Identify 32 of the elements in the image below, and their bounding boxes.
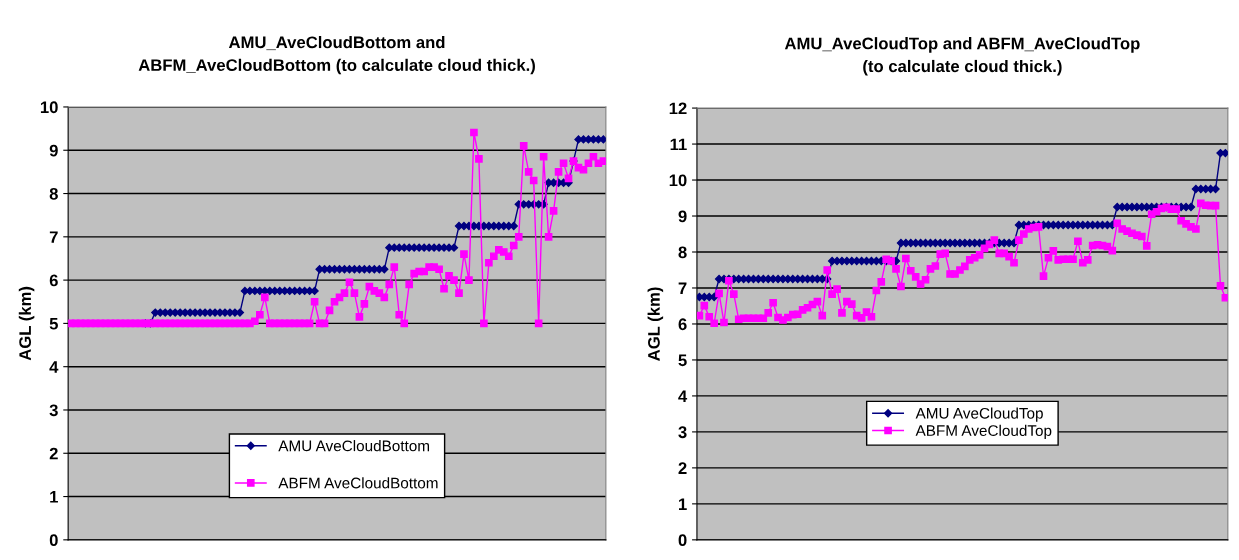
y-tick-label: 7 (678, 282, 687, 295)
legend-label: AMU AveCloudBottom (278, 440, 430, 452)
y-tick-label: 10 (669, 174, 687, 187)
y-tick-label: 6 (49, 274, 58, 287)
y-tick-label: 12 (669, 102, 687, 115)
y-tick-label: 9 (678, 210, 687, 223)
y-tick-label: 11 (670, 138, 687, 151)
y-tick-label: 7 (49, 231, 58, 243)
y-tick-label: 6 (678, 318, 687, 331)
y-tick-label: 9 (49, 144, 58, 157)
y-axis-title: AGL (km) (18, 286, 35, 361)
y-tick-label: 4 (49, 361, 59, 373)
chart-title: AMU_AveCloudTop and ABFM_AveCloudTop (to calculate cloud thick.) (784, 37, 1140, 76)
y-tick-label: 3 (678, 426, 687, 439)
y-tick-label: 2 (678, 462, 687, 474)
y-tick-label: 0 (49, 534, 58, 547)
y-tick-label: 8 (678, 246, 687, 259)
y-tick-label: 1 (50, 491, 58, 503)
y-tick-label: 5 (678, 354, 687, 367)
y-tick-label: 1 (679, 498, 687, 510)
y-tick-label: 8 (49, 187, 58, 200)
y-tick-label: 5 (49, 317, 58, 330)
y-tick-label: 10 (40, 101, 58, 114)
y-axis-title: AGL (km) (647, 287, 664, 361)
chart-title: AMU_AveCloudBottom and ABFM_AveCloudBottom (to calculate cloud thick.) (138, 35, 535, 75)
legend-label: AMU AveCloudTop (915, 407, 1043, 422)
y-tick-label: 2 (49, 447, 58, 460)
y-tick-label: 0 (678, 534, 687, 547)
y-tick-label: 4 (678, 390, 688, 402)
y-tick-label: 3 (49, 404, 58, 417)
legend-label: ABFM AveCloudTop (915, 424, 1052, 440)
legend-label: ABFM AveCloudBottom (278, 477, 438, 489)
